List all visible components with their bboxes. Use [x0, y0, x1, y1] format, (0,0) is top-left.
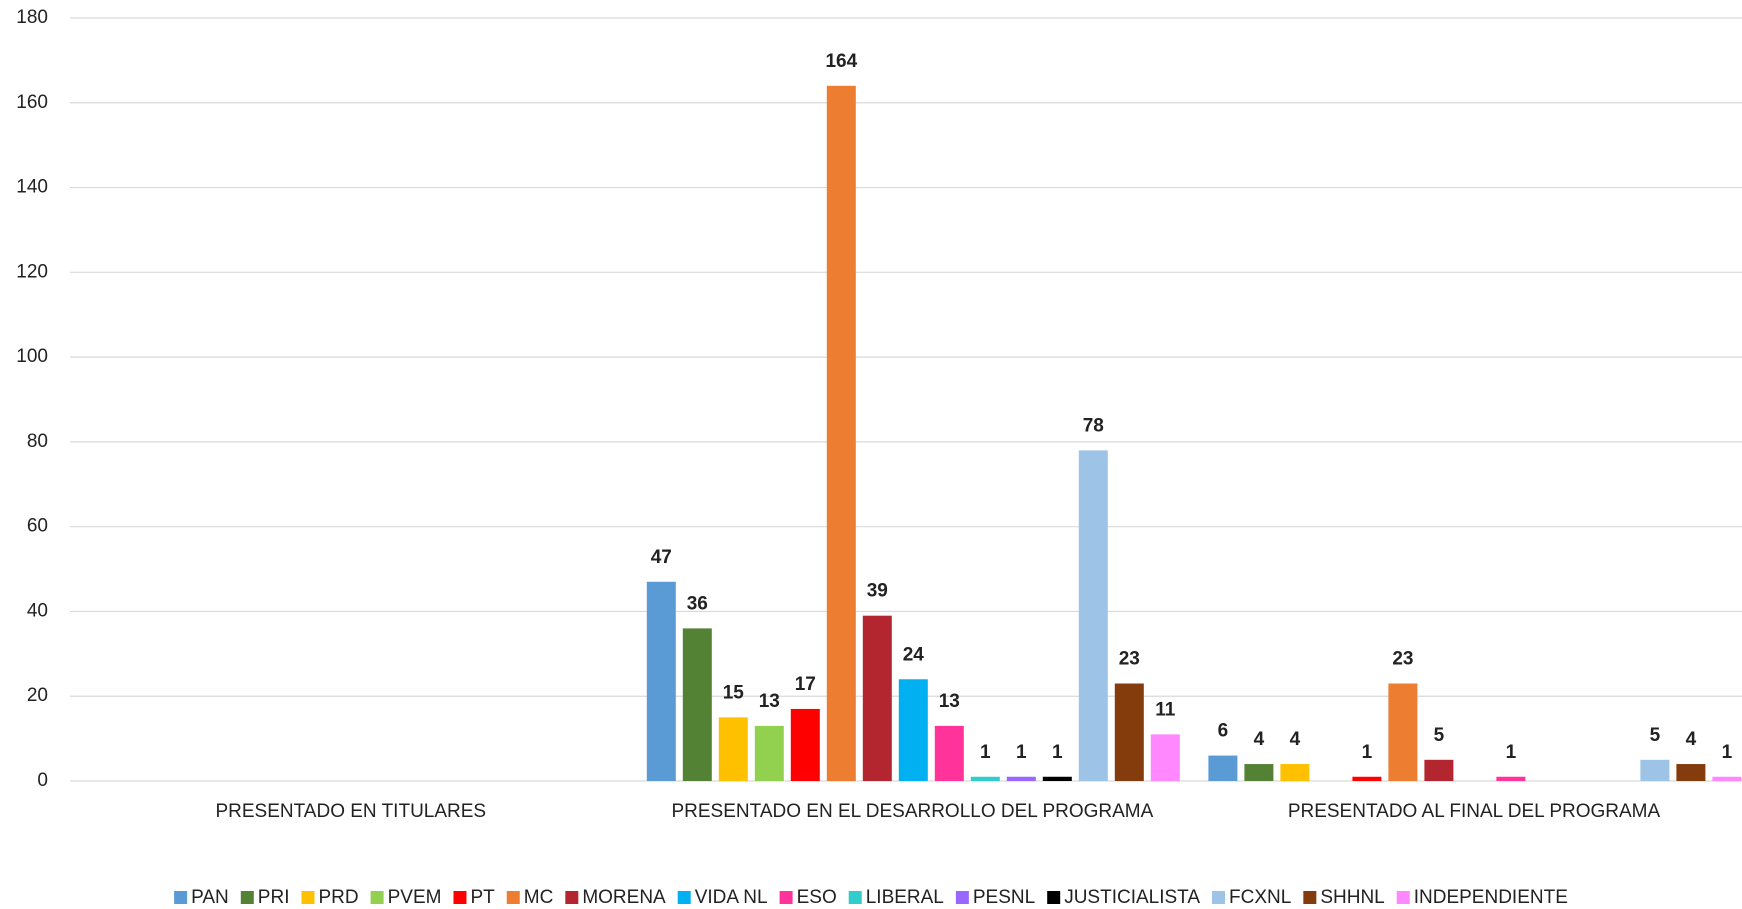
- data-label: 13: [759, 691, 780, 712]
- data-label: 1: [1722, 742, 1733, 763]
- bar: [898, 679, 928, 781]
- legend-swatch: [453, 891, 467, 904]
- y-tick-label: 160: [16, 92, 48, 113]
- y-tick-label: 20: [27, 685, 48, 706]
- bar: [1388, 683, 1418, 781]
- data-label: 47: [651, 547, 672, 568]
- data-label: 1: [1506, 742, 1517, 763]
- legend-swatch: [565, 891, 579, 904]
- bar: [826, 85, 856, 782]
- y-tick-label: 100: [16, 346, 48, 367]
- bar: [646, 581, 676, 781]
- legend-label: MC: [524, 887, 554, 908]
- bar: [1006, 776, 1036, 781]
- data-label: 6: [1218, 721, 1229, 742]
- legend-label: INDEPENDIENTE: [1414, 887, 1568, 908]
- data-label: 4: [1254, 729, 1265, 750]
- bar: [970, 776, 1000, 781]
- bar: [1496, 776, 1526, 781]
- legend-label: ESO: [797, 887, 837, 908]
- legend-label: SHHNL: [1320, 887, 1384, 908]
- legend-label: JUSTICIALISTA: [1064, 887, 1200, 908]
- data-label: 1: [1362, 742, 1373, 763]
- y-tick-label: 80: [27, 431, 48, 452]
- legend-label: PESNL: [973, 887, 1035, 908]
- legend-swatch: [301, 891, 315, 904]
- data-label: 1: [1052, 742, 1063, 763]
- bar: [718, 717, 748, 781]
- legend-swatch: [848, 891, 862, 904]
- data-label: 1: [1016, 742, 1027, 763]
- bar: [862, 615, 892, 781]
- legend-label: PVEM: [388, 887, 442, 908]
- data-label: 24: [903, 644, 925, 665]
- data-label: 4: [1290, 729, 1301, 750]
- bar: [1640, 759, 1670, 781]
- legend-swatch: [1212, 891, 1226, 904]
- y-tick-label: 40: [27, 600, 48, 621]
- legend-swatch: [174, 891, 188, 904]
- data-label: 4: [1686, 729, 1697, 750]
- x-tick-label: PRESENTADO AL FINAL DEL PROGRAMA: [1288, 801, 1661, 822]
- bar: [934, 725, 964, 781]
- legend-label: LIBERAL: [866, 887, 944, 908]
- data-label: 39: [867, 581, 888, 602]
- legend-swatch: [506, 891, 520, 904]
- data-label: 164: [825, 51, 857, 72]
- data-label: 78: [1083, 415, 1104, 436]
- data-label: 23: [1392, 649, 1413, 670]
- legend-swatch: [1303, 891, 1317, 904]
- legend-label: VIDA NL: [695, 887, 768, 908]
- y-tick-label: 60: [27, 516, 48, 537]
- data-label: 11: [1155, 699, 1176, 720]
- data-label: 5: [1650, 725, 1661, 746]
- data-label: 13: [939, 691, 960, 712]
- bar: [1712, 776, 1742, 781]
- legend-label: PRD: [318, 887, 358, 908]
- legend-swatch: [779, 891, 793, 904]
- y-tick-label: 0: [37, 770, 48, 791]
- data-label: 36: [687, 593, 708, 614]
- data-label: 15: [723, 682, 745, 703]
- legend-label: FCXNL: [1229, 887, 1291, 908]
- bar: [790, 708, 820, 781]
- y-tick-label: 120: [16, 261, 48, 282]
- legend-swatch: [1047, 891, 1061, 904]
- legend-label: PAN: [191, 887, 229, 908]
- legend-label: MORENA: [582, 887, 666, 908]
- legend-label: PT: [470, 887, 495, 908]
- bar: [754, 725, 784, 781]
- bar: [1244, 764, 1274, 781]
- bar: [1352, 776, 1382, 781]
- y-tick-label: 180: [16, 7, 48, 28]
- x-tick-label: PRESENTADO EN TITULARES: [215, 801, 486, 822]
- x-tick-label: PRESENTADO EN EL DESARROLLO DEL PROGRAMA: [671, 801, 1153, 822]
- legend-swatch: [370, 891, 384, 904]
- bar: [1208, 755, 1238, 781]
- bar: [1114, 683, 1144, 781]
- data-label: 5: [1434, 725, 1445, 746]
- data-label: 23: [1119, 649, 1140, 670]
- y-tick-label: 140: [16, 177, 48, 198]
- bar: [1424, 759, 1454, 781]
- bar: [1150, 734, 1180, 781]
- bar: [1078, 450, 1108, 781]
- legend-swatch: [677, 891, 691, 904]
- bar: [1280, 764, 1310, 781]
- bar: [1676, 764, 1706, 781]
- data-label: 1: [980, 742, 991, 763]
- legend-swatch: [955, 891, 969, 904]
- legend-label: PRI: [258, 887, 290, 908]
- legend-swatch: [1396, 891, 1410, 904]
- bar: [1042, 776, 1072, 781]
- data-label: 17: [795, 674, 816, 695]
- bar: [682, 628, 712, 781]
- legend-swatch: [240, 891, 254, 904]
